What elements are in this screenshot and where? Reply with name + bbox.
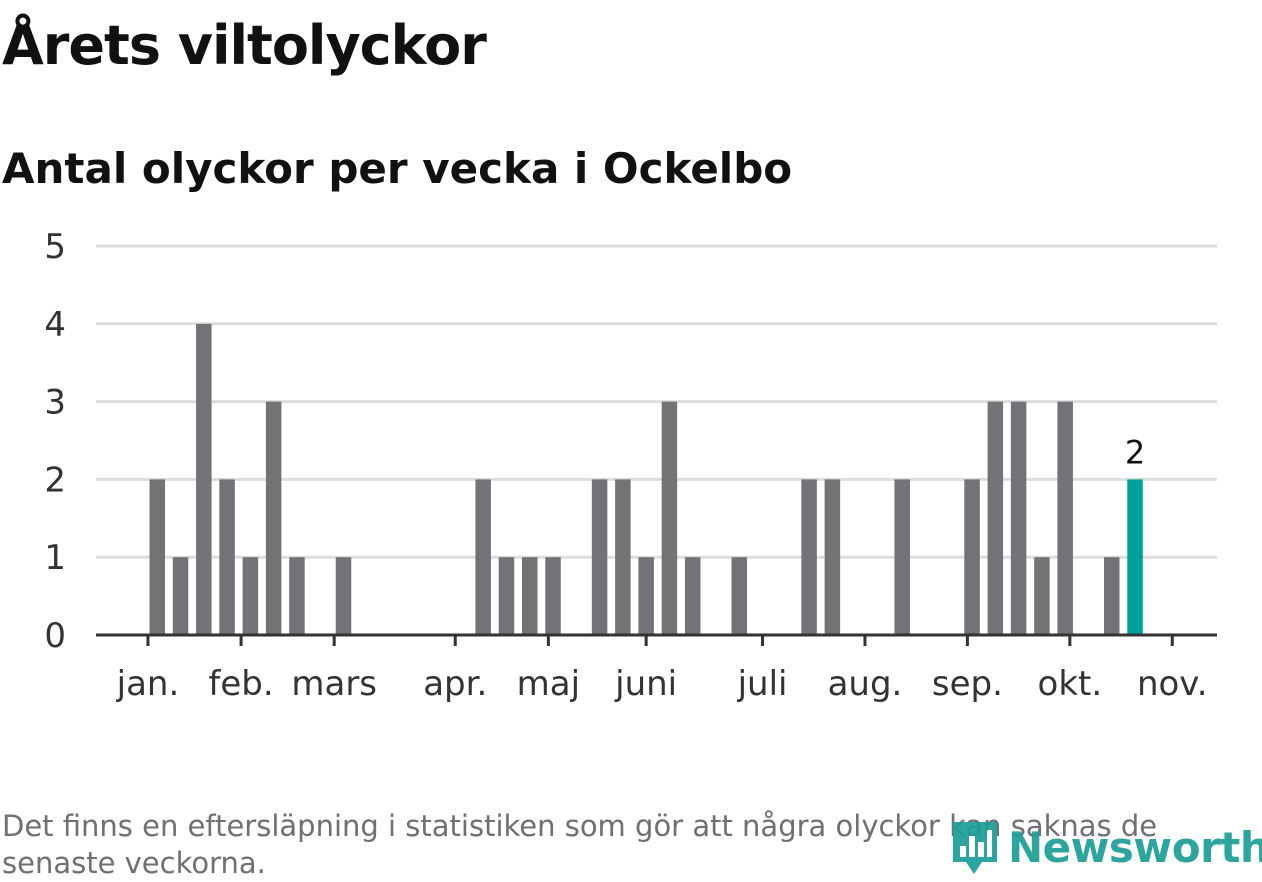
bar: [964, 479, 980, 635]
x-tick-label: mars: [291, 664, 377, 704]
y-tick-label: 3: [44, 383, 66, 423]
bar: [1034, 557, 1050, 635]
bar: [475, 479, 491, 635]
bar: [1103, 557, 1120, 635]
y-tick-label: 1: [44, 538, 66, 578]
x-tick-label: aug.: [828, 664, 903, 704]
y-tick-label: 5: [44, 227, 66, 267]
chart-title: Årets viltolyckor: [2, 14, 487, 77]
bars: [149, 323, 1143, 635]
data-labels: 2: [1125, 433, 1145, 471]
grid-lines: [96, 244, 1217, 559]
bar: [987, 401, 1004, 635]
y-axis-ticks: 0 1 2 3 4 5: [44, 227, 66, 656]
bar: [731, 557, 748, 635]
bar-highlight: [1127, 479, 1143, 635]
chart-subtitle: Antal olyckor per vecka i Ockelbo: [2, 144, 793, 193]
x-axis-ticks: jan. feb. mars apr. maj juni juli aug. sep. okt. n…: [116, 635, 1208, 704]
bar: [894, 479, 910, 635]
bar: [801, 479, 817, 635]
bar: [149, 479, 166, 635]
bar: [1010, 401, 1027, 635]
bar: [824, 479, 841, 635]
bar: [661, 401, 678, 635]
newsworthy-logo: Newsworthy: [950, 818, 1262, 876]
highlight-value-label: 2: [1125, 433, 1145, 471]
bar-chart: 0 1 2 3 4 5 jan. feb. mars apr. maj juni juli aug. se…: [44, 227, 1217, 704]
bar: [498, 557, 515, 635]
y-tick-label: 2: [44, 460, 66, 500]
x-tick-label: jan.: [116, 664, 180, 704]
bar: [265, 401, 282, 635]
newsworthy-logo-icon: [953, 822, 997, 874]
x-tick-label: okt.: [1038, 664, 1103, 704]
x-tick-label: feb.: [208, 664, 273, 704]
bar: [196, 323, 212, 635]
bar: [638, 557, 654, 635]
y-tick-label: 4: [44, 305, 66, 345]
newsworthy-logo-text: Newsworthy: [1008, 822, 1262, 872]
bar: [1057, 401, 1073, 635]
x-tick-label: juni: [614, 664, 677, 704]
x-tick-label: juli: [737, 664, 788, 704]
bar: [242, 557, 259, 635]
bar: [521, 557, 538, 635]
bar: [289, 557, 305, 635]
bar: [335, 557, 352, 635]
x-tick-label: maj: [517, 664, 580, 704]
x-tick-label: nov.: [1137, 664, 1208, 704]
bar: [615, 479, 631, 635]
bar: [219, 479, 235, 635]
bar: [545, 557, 561, 635]
x-tick-label: sep.: [932, 664, 1003, 704]
bar: [684, 557, 701, 635]
bar: [591, 479, 608, 635]
y-tick-label: 0: [44, 616, 66, 656]
bar: [172, 557, 189, 635]
x-tick-label: apr.: [423, 664, 487, 704]
